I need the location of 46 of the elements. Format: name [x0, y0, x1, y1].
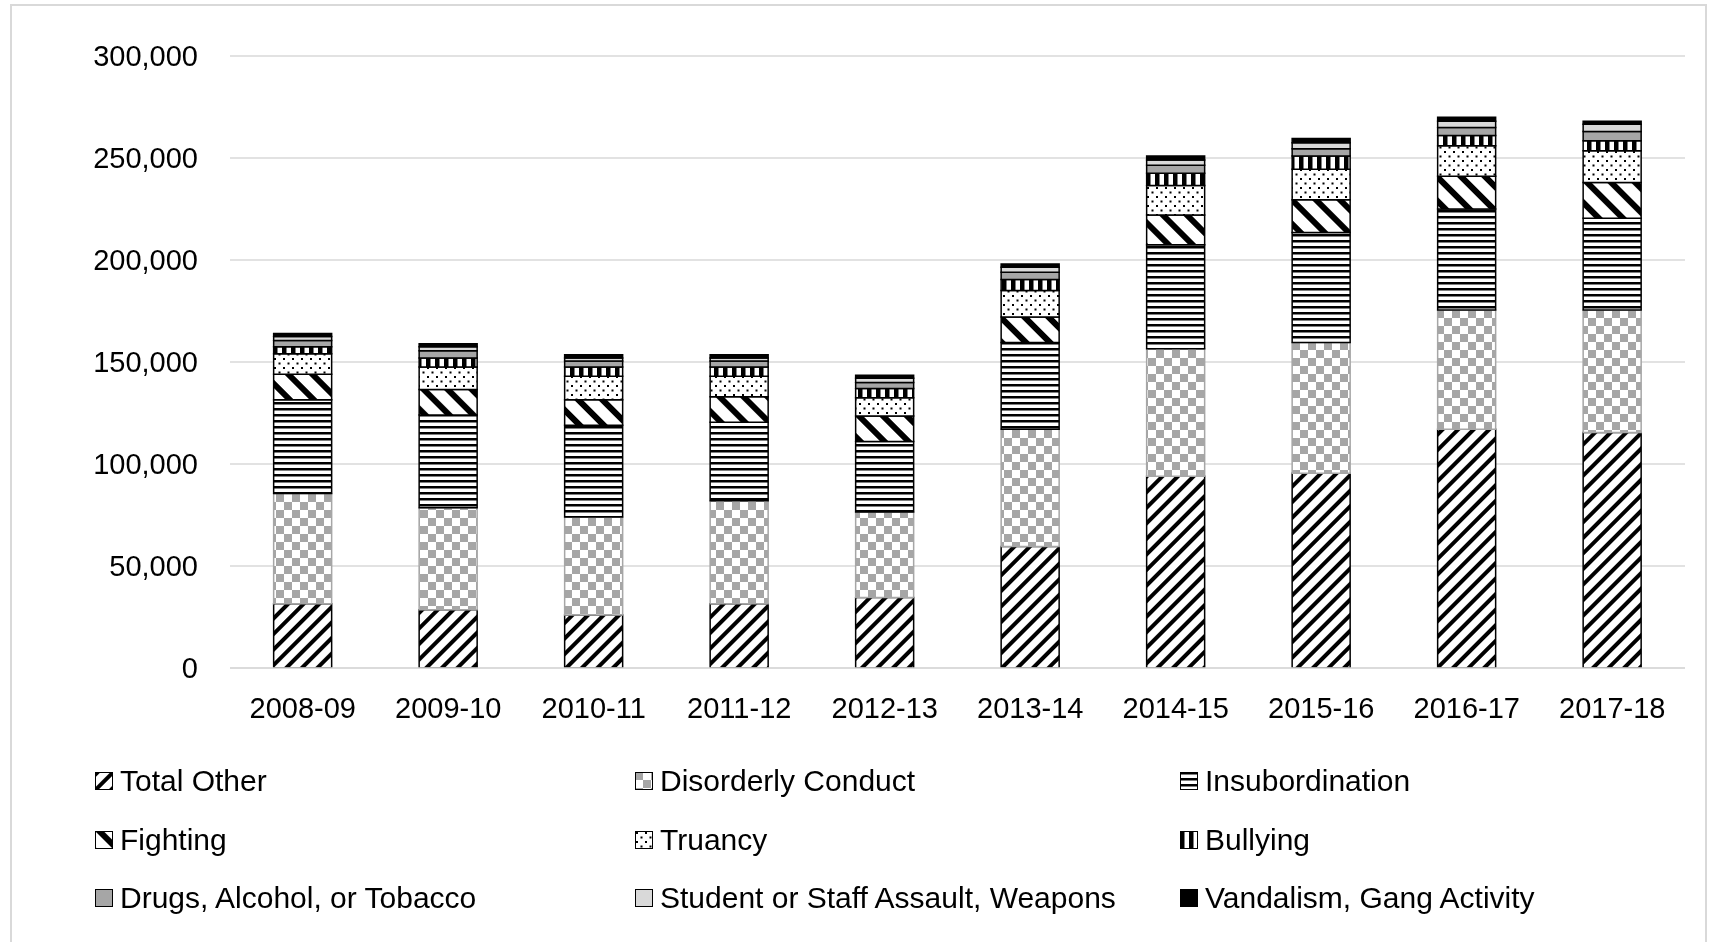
- bar: [563, 516, 624, 616]
- bar: [1145, 475, 1206, 668]
- x-tick-label: 2009-10: [395, 691, 502, 724]
- x-tick-label: 2016-17: [1413, 691, 1520, 724]
- y-tick-label: 0: [181, 652, 198, 685]
- bar: [1436, 309, 1497, 431]
- bar: [709, 499, 769, 605]
- bar: [1436, 428, 1497, 668]
- bar: [1291, 341, 1351, 474]
- bar: [1291, 472, 1351, 668]
- bar: [1000, 428, 1060, 548]
- legend-label: Disorderly Conduct: [660, 764, 916, 799]
- bar: [1582, 431, 1642, 668]
- bar: [418, 507, 478, 611]
- x-tick-label: 2011-12: [687, 691, 792, 724]
- legend-label: Insubordination: [1205, 764, 1411, 799]
- x-tick-label: 2012-13: [831, 691, 938, 724]
- legend-label: Student or Staff Assault, Weapons: [660, 881, 1116, 916]
- y-tick-label: 300,000: [93, 40, 198, 73]
- bar: [1000, 545, 1060, 668]
- bar: [854, 596, 915, 668]
- legend-label: Truancy: [660, 822, 768, 857]
- y-tick-label: 250,000: [93, 142, 198, 175]
- legend-label: Fighting: [120, 822, 227, 857]
- bar: [709, 602, 769, 668]
- x-tick-label: 2014-15: [1122, 691, 1229, 724]
- x-tick-label: 2015-16: [1268, 691, 1375, 724]
- y-tick-label: 150,000: [93, 346, 198, 379]
- bar: [854, 511, 915, 599]
- bar: [563, 614, 624, 668]
- y-tick-label: 200,000: [93, 244, 198, 277]
- legend-label: Drugs, Alcohol, or Tobacco: [120, 881, 477, 916]
- x-tick-label: 2010-11: [541, 691, 646, 724]
- bar: [272, 492, 333, 605]
- y-tick-label: 50,000: [109, 550, 198, 583]
- legend-label: Vandalism, Gang Activity: [1205, 881, 1535, 916]
- legend-label: Total Other: [120, 764, 267, 799]
- bar: [1145, 347, 1206, 477]
- y-tick-label: 100,000: [93, 448, 198, 481]
- x-tick-label: 2013-14: [977, 691, 1084, 724]
- bar: [1582, 309, 1642, 434]
- x-tick-label: 2017-18: [1559, 691, 1666, 724]
- bar: [418, 609, 478, 668]
- x-tick-label: 2008-09: [249, 691, 356, 724]
- bar: [272, 602, 333, 668]
- legend-label: Bullying: [1205, 822, 1311, 857]
